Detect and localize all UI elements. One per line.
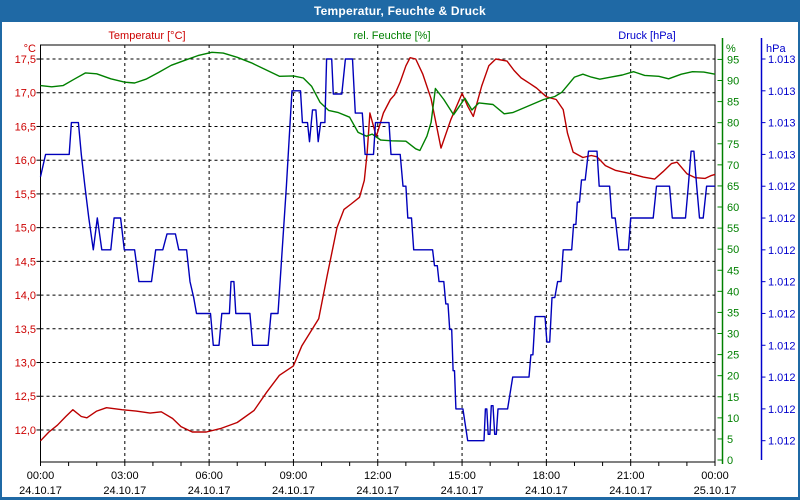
svg-text:85: 85	[727, 97, 739, 109]
pressure-unit-label: hPa	[766, 43, 786, 55]
svg-text:35: 35	[727, 307, 739, 319]
svg-text:15,5: 15,5	[15, 189, 36, 201]
temperature-axis: °C17,5 17,0 16,5 16,0 15,5 15,0 14,5 14,0 13,5 13…	[15, 43, 41, 437]
svg-text:1.012: 1.012	[768, 308, 796, 320]
x-tick-date: 24.10.17	[356, 485, 399, 497]
grid	[40, 45, 715, 462]
series-temperatur	[39, 57, 716, 442]
legend-item-2: Druck [hPa]	[618, 30, 675, 42]
svg-text:50: 50	[727, 244, 739, 256]
svg-text:10: 10	[727, 413, 739, 425]
svg-text:15,0: 15,0	[15, 223, 36, 235]
svg-text:40: 40	[727, 286, 739, 298]
svg-text:20: 20	[727, 371, 739, 383]
svg-text:13,0: 13,0	[15, 358, 36, 370]
svg-text:70: 70	[727, 160, 739, 172]
x-tick-time: 15:00	[448, 470, 476, 482]
svg-text:1.012: 1.012	[768, 181, 796, 193]
svg-text:15: 15	[727, 392, 739, 404]
svg-text:25: 25	[727, 350, 739, 362]
svg-text:1.013: 1.013	[768, 54, 796, 66]
svg-text:13,5: 13,5	[15, 324, 36, 336]
svg-text:12,5: 12,5	[15, 391, 36, 403]
svg-text:1.013: 1.013	[768, 86, 796, 98]
svg-text:80: 80	[727, 118, 739, 130]
svg-text:14,5: 14,5	[15, 256, 36, 268]
svg-text:1.012: 1.012	[768, 372, 796, 384]
x-tick-date: 24.10.17	[609, 485, 652, 497]
legend: Temperatur [°C] rel. Feuchte [%] Druck [hP…	[108, 30, 675, 42]
x-tick-time: 21:00	[617, 470, 645, 482]
svg-text:1.013: 1.013	[768, 118, 796, 130]
svg-text:1.012: 1.012	[768, 436, 796, 448]
svg-text:5: 5	[727, 434, 733, 446]
svg-text:1.012: 1.012	[768, 213, 796, 225]
svg-text:75: 75	[727, 139, 739, 151]
x-tick-date: 24.10.17	[441, 485, 484, 497]
series-druck	[39, 58, 715, 442]
svg-text:95: 95	[727, 54, 739, 66]
svg-text:60: 60	[727, 202, 739, 214]
x-tick-date: 24.10.17	[19, 485, 62, 497]
svg-text:30: 30	[727, 329, 739, 341]
legend-item-0: Temperatur [°C]	[108, 30, 185, 42]
x-tick-time: 06:00	[195, 470, 223, 482]
svg-text:45: 45	[727, 265, 739, 277]
svg-text:1.012: 1.012	[768, 245, 796, 257]
svg-text:14,0: 14,0	[15, 290, 36, 302]
svg-text:1.012: 1.012	[768, 404, 796, 416]
svg-text:55: 55	[727, 223, 739, 235]
svg-text:16,0: 16,0	[15, 155, 36, 167]
svg-text:0: 0	[727, 455, 733, 467]
x-tick-date: 24.10.17	[272, 485, 315, 497]
svg-text:1.012: 1.012	[768, 340, 796, 352]
humidity-unit-label: %	[726, 43, 736, 55]
svg-text:1.012: 1.012	[768, 277, 796, 289]
svg-text:65: 65	[727, 181, 739, 193]
title-bar: Temperatur, Feuchte & Druck	[2, 0, 798, 22]
svg-text:17,5: 17,5	[15, 54, 36, 66]
svg-text:90: 90	[727, 76, 739, 88]
chart-canvas: °C17,5 17,0 16,5 16,0 15,5 15,0 14,5 14,0 13,5 13…	[15, 30, 796, 497]
window-title: Temperatur, Feuchte & Druck	[314, 4, 486, 18]
x-tick-date: 25.10.17	[694, 485, 737, 497]
svg-text:12,0: 12,0	[15, 425, 36, 437]
series-rel-feuchte	[40, 51, 716, 152]
pressure-axis: hPa1.0131.0131.0131.0131.0121.0121.0121.…	[760, 38, 796, 460]
temperature-unit-label: °C	[24, 43, 36, 55]
svg-text:17,0: 17,0	[15, 88, 36, 100]
x-tick-time: 09:00	[280, 470, 308, 482]
x-tick-time: 12:00	[364, 470, 392, 482]
x-tick-date: 24.10.17	[103, 485, 146, 497]
x-tick-time: 03:00	[111, 470, 139, 482]
svg-text:16,5: 16,5	[15, 121, 36, 133]
x-tick-date: 24.10.17	[525, 485, 568, 497]
x-tick-time: 00:00	[701, 470, 729, 482]
legend-item-1: rel. Feuchte [%]	[353, 30, 430, 42]
x-tick-time: 18:00	[533, 470, 561, 482]
x-axis: 00:00 24.10.17 03:00 24.10.17 06:00 24.10.17 0…	[19, 462, 736, 497]
svg-text:1.013: 1.013	[768, 149, 796, 161]
x-tick-date: 24.10.17	[188, 485, 231, 497]
x-tick-time: 00:00	[27, 470, 55, 482]
